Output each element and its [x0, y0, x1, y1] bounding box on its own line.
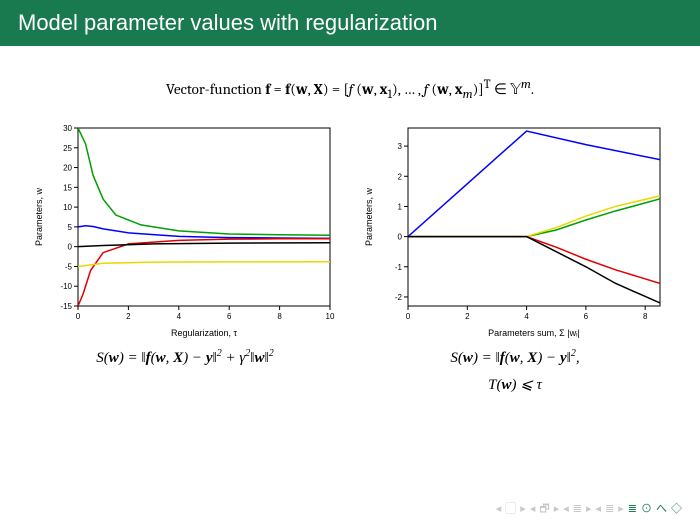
svg-text:-15: -15 [60, 302, 72, 311]
chart-left: 0 2 4 6 8 10 -15 -10 -5 0 5 10 15 20 25 30 Regularizatio… [30, 120, 340, 340]
chart-right-block: 0 2 4 6 8 -2 -1 0 1 2 3 Parameters sum, Σ |wᵢ| Param… [360, 120, 670, 394]
svg-text:1: 1 [398, 202, 403, 211]
svg-text:6: 6 [227, 312, 232, 321]
svg-text:Parameters, w: Parameters, w [34, 187, 44, 246]
svg-text:10: 10 [326, 312, 335, 321]
svg-text:-1: -1 [395, 263, 403, 272]
svg-text:3: 3 [398, 142, 403, 151]
svg-text:Parameters, w: Parameters, w [364, 187, 374, 246]
svg-text:Regularization, τ: Regularization, τ [171, 328, 238, 338]
svg-text:-2: -2 [395, 293, 403, 302]
equation-right-line1: S(w) = ‖f(w, X) − y‖2, [450, 348, 579, 367]
slide-title-bar: Model parameter values with regularizati… [0, 0, 700, 46]
svg-text:4: 4 [524, 312, 529, 321]
svg-text:20: 20 [63, 164, 72, 173]
svg-text:Parameters sum, Σ |wᵢ|: Parameters sum, Σ |wᵢ| [488, 328, 580, 338]
slide-content: Vector-function f = f(w, X) = [f (w, x1)… [0, 46, 700, 394]
svg-text:2: 2 [126, 312, 131, 321]
svg-text:0: 0 [406, 312, 411, 321]
svg-text:0: 0 [76, 312, 81, 321]
svg-text:0: 0 [398, 233, 403, 242]
equation-left: S(w) = ‖f(w, X) − y‖2 + γ2‖w‖2 [96, 348, 273, 367]
svg-text:25: 25 [63, 144, 72, 153]
chart-left-block: 0 2 4 6 8 10 -15 -10 -5 0 5 10 15 20 25 30 Regularizatio… [30, 120, 340, 394]
svg-text:10: 10 [63, 203, 72, 212]
svg-text:0: 0 [68, 243, 73, 252]
svg-text:-10: -10 [60, 282, 72, 291]
svg-text:15: 15 [63, 183, 72, 192]
slide-title: Model parameter values with regularizati… [18, 10, 437, 35]
svg-text:8: 8 [643, 312, 648, 321]
chart-right: 0 2 4 6 8 -2 -1 0 1 2 3 Parameters sum, Σ |wᵢ| Param… [360, 120, 670, 340]
svg-text:-5: -5 [65, 262, 73, 271]
svg-text:4: 4 [177, 312, 182, 321]
charts-row: 0246810-15-10-5051015202530Regularizatio… [30, 120, 670, 394]
svg-text:5: 5 [68, 223, 73, 232]
beamer-nav: ◂▢▸◂🗗▸◂≣▸◂≣▸≣⊙へ◇ [496, 500, 686, 519]
svg-text:2: 2 [465, 312, 470, 321]
svg-text:30: 30 [63, 124, 72, 133]
svg-text:2: 2 [398, 172, 403, 181]
subtitle: Vector-function f = f(w, X) = [f (w, x1)… [30, 78, 670, 102]
svg-text:6: 6 [584, 312, 589, 321]
equation-right-line2: T(w) ⩽ τ [488, 375, 542, 394]
svg-text:8: 8 [277, 312, 282, 321]
